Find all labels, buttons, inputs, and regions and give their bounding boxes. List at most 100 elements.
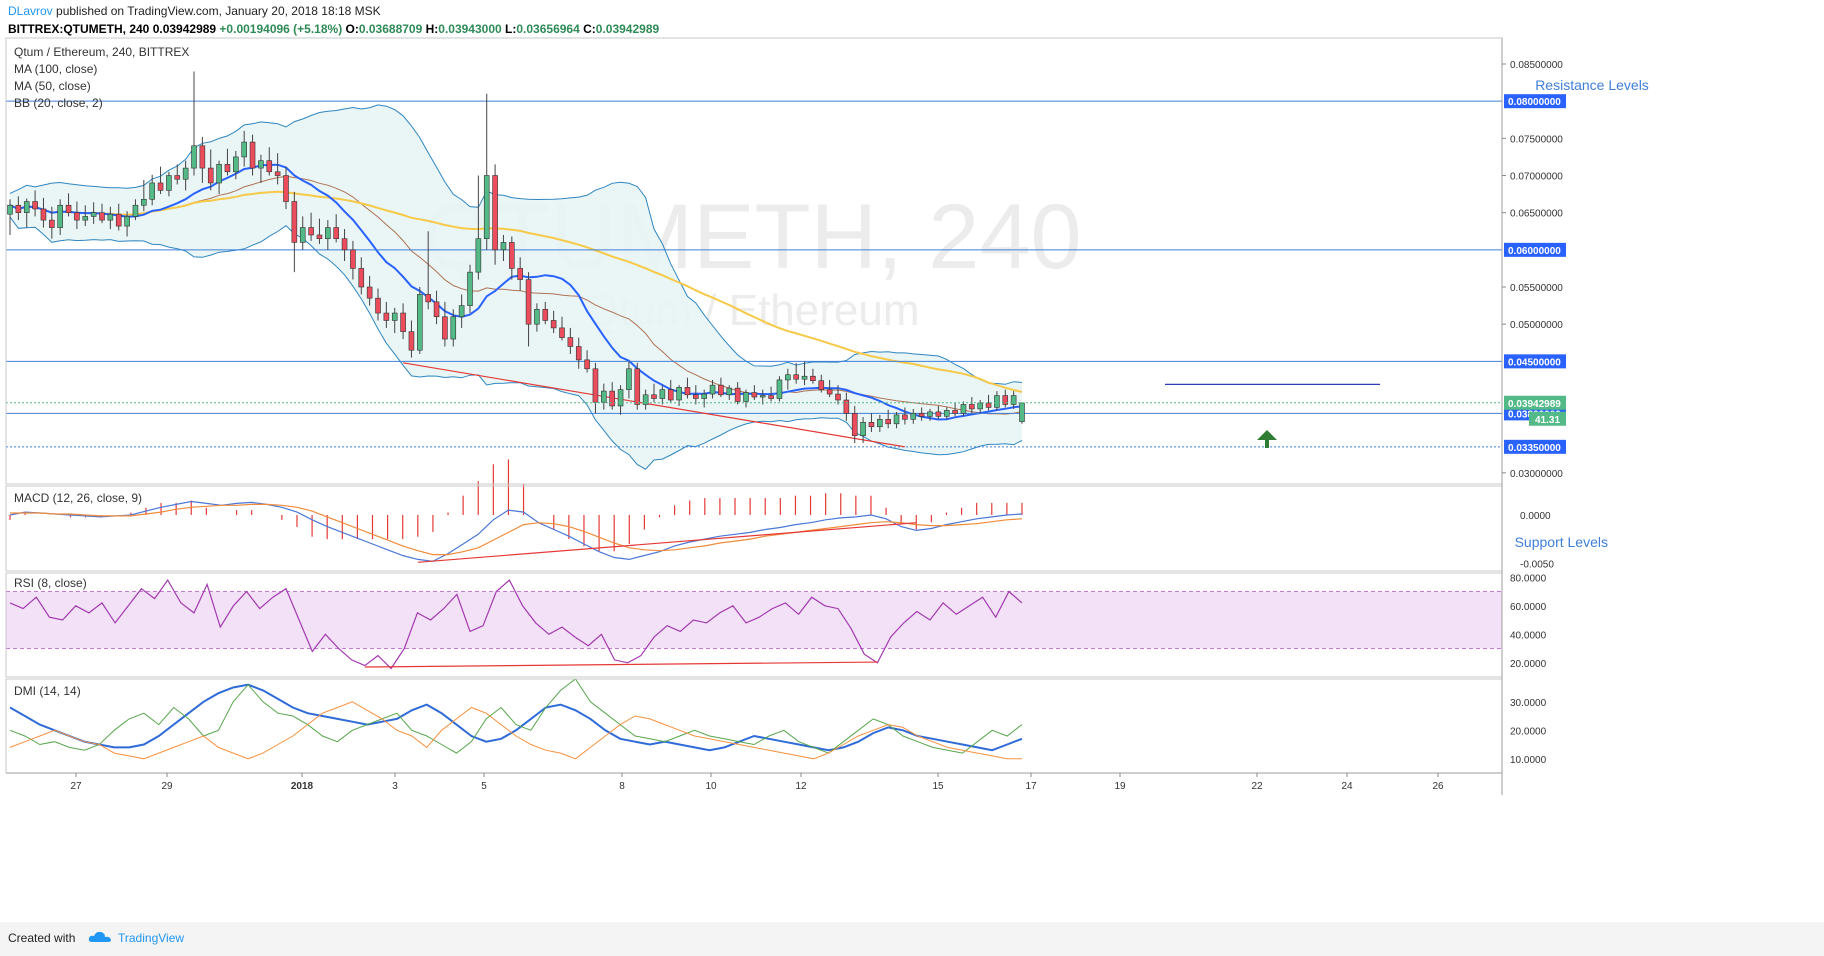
time-tick-label: 19 [1114, 781, 1126, 792]
bollinger-upper-line [9, 104, 1023, 385]
candle-body [341, 238, 348, 251]
ohlc-header: BITTREX:QTUMETH, 240 0.03942989 +0.00194… [8, 22, 659, 36]
candle-body [693, 394, 699, 399]
rsi-pane[interactable]: RSI (8, close) [6, 576, 1502, 670]
tradingview-logo-icon [88, 931, 111, 942]
price-change: +0.00194096 (+5.18%) [216, 22, 346, 36]
candle-body [141, 199, 147, 206]
macd-tick-label: 0.0000 [1520, 511, 1551, 522]
candle-body [785, 374, 791, 381]
candle-body [659, 389, 666, 399]
candle-body [810, 375, 816, 381]
price-legend-1: MA (100, close) [14, 62, 97, 76]
candle-body [333, 227, 339, 240]
rsi-tag: 41.31 [1535, 415, 1560, 426]
level-tag-4: 0.03350000 [1508, 443, 1561, 454]
candle-body [843, 399, 850, 414]
price-legend-3: BB (20, close, 2) [14, 96, 103, 110]
candle-body [500, 242, 507, 251]
candle-body [542, 309, 549, 321]
last-price: 0.03942989 [152, 22, 217, 36]
candle-body [325, 227, 331, 240]
candle-body [174, 175, 181, 180]
candle-body [960, 404, 967, 414]
candle-body [617, 389, 624, 407]
time-tick-label: 27 [70, 781, 82, 792]
candle-body [458, 305, 465, 318]
author-link[interactable]: DLavrov [8, 4, 53, 18]
axes: 0.080000000.060000000.045000000.03800000… [5, 37, 1566, 795]
candle-body [910, 413, 917, 420]
candle-body [149, 182, 155, 200]
candle-body [442, 316, 448, 340]
candle-body [818, 380, 825, 390]
support-trendline [402, 362, 906, 448]
candle-body [40, 208, 47, 221]
candle-body [433, 301, 440, 318]
candle-body [450, 316, 457, 340]
price-tick-label: 0.05000000 [1510, 320, 1563, 331]
candle-body [943, 410, 950, 417]
time-tick-label: 12 [795, 781, 807, 792]
candle-body [65, 204, 72, 213]
price-tick-label: 0.08500000 [1510, 60, 1563, 71]
price-tick-label: 0.06500000 [1510, 209, 1563, 220]
candle-body [885, 419, 891, 425]
price-legend-0: Qtum / Ethereum, 240, BITTREX [14, 45, 189, 59]
macd-pane[interactable]: MACD (12, 26, close, 9) [9, 459, 1023, 563]
rsi-trendline [364, 661, 878, 668]
macd-trendline [417, 522, 917, 563]
candle-body [400, 312, 406, 332]
rsi-tag-bg [1529, 411, 1566, 426]
time-tick-label: 17 [1025, 781, 1037, 792]
candle-body [676, 387, 682, 401]
candle-body [726, 387, 733, 396]
candle-body [241, 141, 247, 158]
candle-body [877, 419, 883, 428]
candle-body [718, 384, 724, 396]
candle-body [994, 395, 1000, 408]
open-value: 0.03688709 [358, 22, 423, 36]
candle-body [316, 234, 323, 240]
candle-body [224, 164, 231, 173]
candle-body [709, 384, 716, 395]
candle-body [358, 268, 365, 288]
candle-body [651, 394, 657, 399]
level-tag-0: 0.08000000 [1508, 97, 1561, 108]
candle-body [1019, 402, 1025, 422]
candle-body [826, 389, 833, 395]
candle-body [49, 219, 55, 228]
candle-body [425, 294, 431, 303]
rsi-tick-label: 40.0000 [1510, 630, 1547, 641]
candle-body [124, 216, 130, 227]
candle-body [375, 297, 381, 314]
dmi-tick-label: 30.0000 [1510, 698, 1547, 709]
candle-body [23, 201, 30, 213]
candle-body [952, 410, 958, 414]
candle-body [57, 204, 63, 228]
macd-line [9, 500, 1023, 562]
candle-body [291, 201, 298, 243]
tradingview-link[interactable]: TradingView [118, 931, 185, 945]
up-arrow-icon [1257, 430, 1277, 448]
candle-body [860, 422, 866, 436]
candle-body [182, 167, 189, 180]
candle-body [584, 359, 590, 370]
last-price-tag-bg [1504, 395, 1566, 410]
candle-body [366, 286, 373, 299]
candle-body [107, 213, 114, 221]
pane-frame-dmi [5, 678, 1503, 774]
ma-100-line [9, 190, 1023, 393]
candle-body [483, 175, 490, 239]
candle-body [308, 227, 314, 236]
close-value: 0.03942989 [595, 22, 660, 36]
close-label: C: [579, 22, 596, 36]
candle-body [918, 413, 925, 417]
candle-body [517, 268, 523, 280]
candle-body [82, 216, 89, 221]
dmi-pane[interactable]: DMI (14, 14) [9, 678, 1023, 760]
level-tag-bg-0 [1504, 94, 1566, 109]
price-tick-label: 0.07500000 [1510, 134, 1563, 145]
